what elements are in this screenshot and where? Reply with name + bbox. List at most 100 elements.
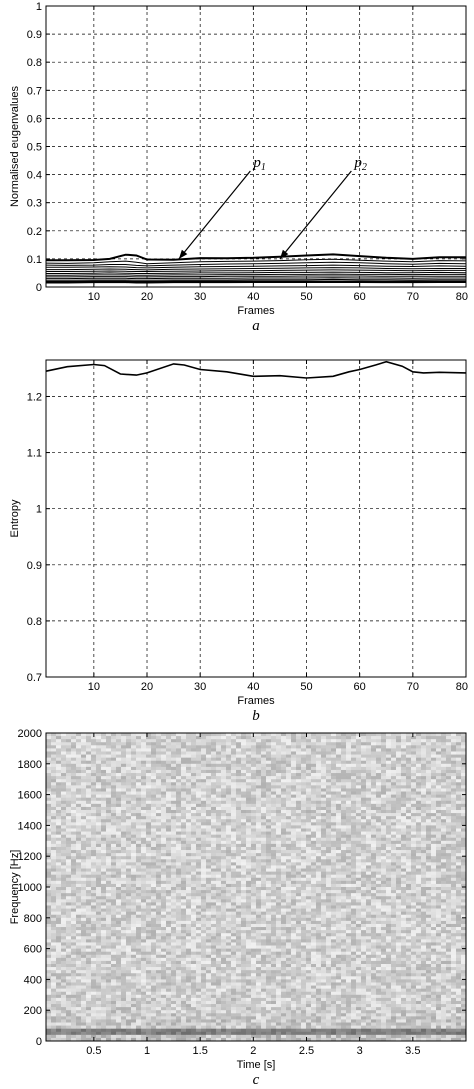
spectrogram-cell: [126, 825, 132, 829]
spectrogram-cell: [146, 813, 152, 817]
spectrogram-cell: [346, 751, 352, 755]
spectrogram-cell: [101, 791, 107, 795]
spectrogram-cell: [456, 834, 462, 839]
spectrogram-cell: [236, 769, 242, 774]
spectrogram-cell: [426, 766, 432, 771]
spectrogram-cell: [71, 905, 77, 909]
spectrogram-cell: [76, 776, 82, 780]
spectrogram-cell: [171, 887, 177, 891]
spectrogram-cell: [206, 859, 212, 863]
spectrogram-cell: [66, 803, 72, 808]
spectrogram-cell: [186, 769, 192, 774]
spectrogram-cell: [191, 887, 197, 891]
spectrogram-cell: [381, 733, 387, 737]
spectrogram-cell: [51, 905, 57, 909]
spectrogram-cell: [261, 819, 267, 823]
spectrogram-cell: [436, 871, 442, 875]
spectrogram-cell: [91, 794, 97, 798]
spectrogram-cell: [341, 748, 347, 752]
spectrogram-cell: [256, 859, 262, 863]
spectrogram-cell: [171, 843, 177, 848]
spectrogram-cell: [426, 825, 432, 829]
spectrogram-cell: [126, 905, 132, 909]
spectrogram-cell: [106, 822, 112, 826]
spectrogram-cell: [406, 865, 412, 869]
spectrogram-cell: [116, 742, 122, 746]
spectrogram-cell: [301, 859, 307, 863]
spectrogram-cell: [166, 828, 172, 832]
spectrogram-cell: [311, 883, 317, 888]
spectrogram-cell: [211, 908, 217, 912]
spectrogram-cell: [441, 834, 447, 839]
spectrogram-cell: [146, 871, 152, 875]
spectrogram-cell: [206, 760, 212, 765]
spectrogram-cell: [441, 769, 447, 774]
spectrogram-cell: [351, 745, 357, 749]
spectrogram-cell: [326, 893, 332, 897]
spectrogram-cell: [356, 843, 362, 848]
spectrogram-cell: [186, 856, 192, 860]
spectrogram-cell: [56, 905, 62, 909]
spectrogram-cell: [286, 862, 292, 866]
spectrogram-cell: [266, 880, 272, 885]
spectrogram-cell: [306, 831, 312, 835]
spectrogram-cell: [91, 843, 97, 848]
spectrogram-cell: [166, 797, 172, 802]
spectrogram-cell: [396, 822, 402, 826]
spectrogram-cell: [201, 748, 207, 752]
spectrogram-cell: [456, 757, 462, 762]
spectrogram-cell: [161, 902, 167, 906]
spectrogram-cell: [276, 757, 282, 762]
spectrogram-cell: [246, 766, 252, 771]
spectrogram-cell: [421, 896, 427, 900]
spectrogram-cell: [126, 816, 132, 820]
spectrogram-cell: [76, 739, 82, 743]
spectrogram-cell: [116, 816, 122, 820]
spectrogram-cell: [111, 887, 117, 891]
spectrogram-cell: [246, 769, 252, 774]
spectrogram-cell: [131, 791, 137, 795]
spectrogram-cell: [66, 859, 72, 863]
spectrogram-cell: [116, 736, 122, 740]
spectrogram-cell: [286, 757, 292, 762]
eigenvalue-series-line: [46, 278, 466, 281]
spectrogram-cell: [51, 806, 57, 811]
spectrogram-cell: [361, 816, 367, 820]
spectrogram-cell: [261, 788, 267, 792]
spectrogram-cell: [231, 846, 237, 851]
spectrogram-cell: [391, 745, 397, 749]
spectrogram-cell: [101, 893, 107, 897]
spectrogram-cell: [86, 800, 92, 805]
spectrogram-cell: [256, 899, 262, 903]
spectrogram-cell: [311, 877, 317, 882]
spectrogram-cell: [346, 905, 352, 909]
spectrogram-cell: [391, 763, 397, 768]
spectrogram-cell: [376, 763, 382, 768]
spectrogram-cell: [151, 751, 157, 755]
spectrogram-cell: [411, 846, 417, 851]
spectrogram-cell: [396, 862, 402, 866]
spectrogram-cell: [151, 791, 157, 795]
spectrogram-cell: [126, 813, 132, 817]
spectrogram-cell: [241, 806, 247, 811]
spectrogram-cell: [176, 788, 182, 792]
spectrogram-cell: [351, 736, 357, 740]
spectrogram-cell: [426, 871, 432, 875]
spectrogram-cell: [371, 902, 377, 906]
spectrogram-cell: [316, 899, 322, 903]
spectrogram-cell: [96, 745, 102, 749]
spectrogram-cell: [376, 868, 382, 872]
spectrogram-cell: [461, 779, 467, 783]
spectrogram-cell: [396, 806, 402, 811]
spectrogram-cell: [301, 810, 307, 814]
spectrogram-cell: [301, 902, 307, 906]
spectrogram-cell: [91, 748, 97, 752]
entropy-chart: 10 20 30 40 50 60 70 80 0.70.80.911.11.2 Frames…: [9, 359, 468, 724]
spectrogram-cell: [136, 850, 142, 854]
spectrogram-cell: [51, 846, 57, 851]
spectrogram-cell: [441, 757, 447, 762]
spectrogram-cell: [236, 825, 242, 829]
spectrogram-cell: [266, 840, 272, 845]
spectrogram-cell: [456, 862, 462, 866]
spectrogram-cell: [56, 850, 62, 854]
